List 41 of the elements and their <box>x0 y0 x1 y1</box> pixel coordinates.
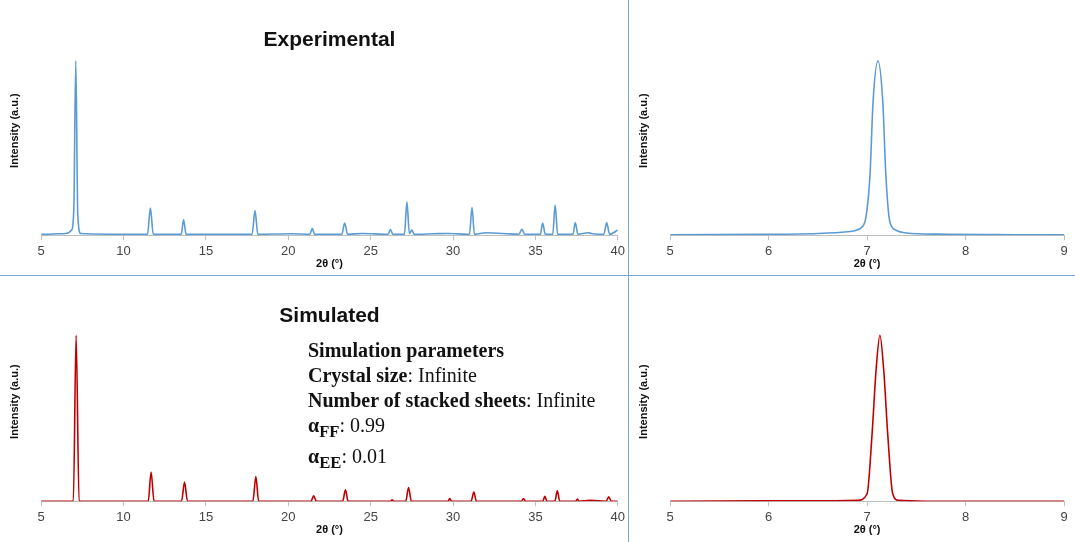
annotation: Crystal size: Infinite <box>308 364 477 386</box>
y-axis-title: Intensity (a.u.) <box>7 92 20 168</box>
x-tick-label: 5 <box>37 242 45 258</box>
x-tick-label: 20 <box>281 242 296 258</box>
x-tick-label: 20 <box>281 508 296 524</box>
annotation: Number of stacked sheets: Infinite <box>308 389 596 411</box>
x-tick-label: 15 <box>198 242 214 258</box>
x-tick-label: 35 <box>528 508 543 524</box>
y-axis-title: Intensity (a.u.) <box>636 363 649 439</box>
x-tick-label: 7 <box>863 242 871 258</box>
x-axis-title: 2θ (°) <box>316 257 344 270</box>
x-tick-label: 5 <box>37 508 45 524</box>
x-tick-label: 30 <box>445 508 461 524</box>
x-tick-label: 25 <box>363 508 378 524</box>
chart-title: Experimental <box>263 27 396 51</box>
x-tick-label: 8 <box>961 242 970 258</box>
x-axis-title: 2θ (°) <box>853 257 881 270</box>
y-axis-title: Intensity (a.u.) <box>636 92 649 168</box>
x-tick-label: 9 <box>1060 508 1068 524</box>
x-tick-label: 5 <box>666 242 674 258</box>
x-tick-label: 5 <box>666 508 674 524</box>
x-tick-label: 10 <box>116 508 131 524</box>
x-tick-label: 10 <box>116 242 131 258</box>
x-tick-label: 8 <box>961 508 970 524</box>
chart-title: Simulated <box>279 303 380 327</box>
x-tick-label: 35 <box>528 242 543 258</box>
x-tick-label: 6 <box>765 242 773 258</box>
x-tick-label: 15 <box>198 508 214 524</box>
y-axis-title: Intensity (a.u.) <box>7 363 20 439</box>
x-tick-label: 25 <box>363 242 378 258</box>
annotation: Simulation parameters <box>308 339 505 361</box>
x-tick-label: 40 <box>610 242 625 258</box>
x-tick-label: 40 <box>610 508 625 524</box>
x-axis-title: 2θ (°) <box>853 523 881 536</box>
x-tick-label: 7 <box>863 508 871 524</box>
x-tick-label: 9 <box>1060 242 1068 258</box>
x-tick-label: 30 <box>445 242 461 258</box>
x-axis-title: 2θ (°) <box>316 523 344 536</box>
x-tick-label: 6 <box>765 508 773 524</box>
annotation: α$_{FF}$: 0.99 <box>308 414 386 441</box>
annotation: α$_{EE}$: 0.01 <box>308 445 387 472</box>
